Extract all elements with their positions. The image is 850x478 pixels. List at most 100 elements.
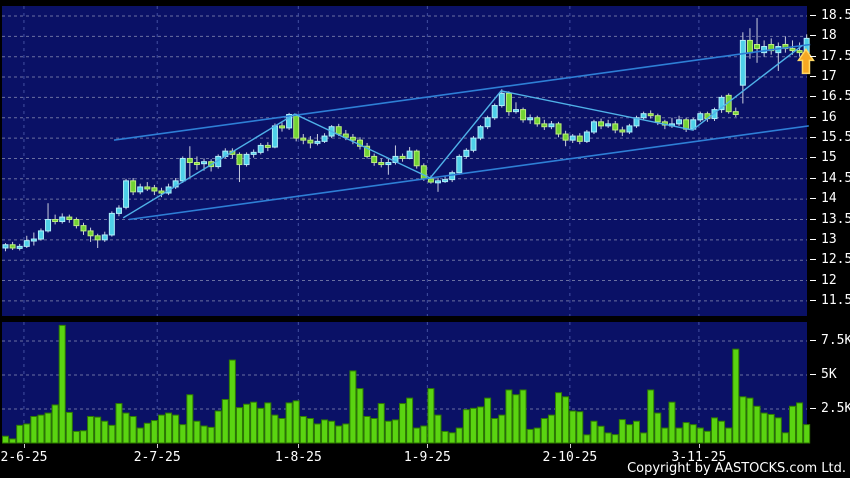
volume-bar: [576, 411, 584, 444]
volume-bar: [72, 430, 80, 444]
candle-up: [16, 245, 23, 249]
candle-down: [619, 129, 626, 133]
candlestick-chart: [2, 6, 815, 316]
axis-tick-mark: [810, 116, 816, 118]
price-pane: [2, 6, 815, 316]
volume-bar: [214, 410, 222, 444]
date-tick-label: 1-9-25: [403, 450, 451, 465]
candle-up: [676, 119, 683, 125]
candle-up: [491, 105, 498, 119]
volume-bar: [335, 425, 343, 444]
candle-up: [30, 238, 37, 242]
candle-up: [314, 140, 321, 144]
candle-up: [527, 117, 534, 121]
axis-tick-mark: [810, 157, 816, 159]
candle-up: [640, 113, 647, 119]
candle-up: [718, 96, 725, 111]
volume-bar: [193, 420, 201, 444]
lower-channel-trendline: [128, 125, 809, 221]
candle-up: [59, 216, 66, 223]
candle-up: [590, 121, 597, 133]
volume-bar: [533, 427, 541, 444]
candle-down: [342, 133, 349, 138]
candle-down: [130, 180, 137, 193]
volume-bar: [569, 410, 577, 444]
volume-bar: [157, 414, 165, 444]
axis-tick-mark: [810, 96, 816, 98]
volume-bar: [101, 420, 109, 444]
price-tick-label: 16.5: [810, 89, 850, 104]
volume-bar: [228, 359, 236, 444]
volume-bar: [725, 427, 733, 444]
volume-bar: [434, 414, 442, 444]
volume-bar: [399, 403, 407, 444]
volume-bar: [179, 424, 187, 444]
volume-bar: [746, 397, 754, 444]
candle-down: [541, 123, 548, 128]
volume-bar: [363, 415, 371, 444]
axis-tick-mark: [810, 76, 816, 78]
volume-bar: [94, 416, 102, 444]
volume-bar: [406, 397, 414, 444]
volume-bar: [278, 418, 286, 444]
volume-tick-label: 7.5K: [810, 333, 850, 348]
volume-bar: [689, 424, 697, 444]
candle-down: [534, 117, 541, 125]
volume-bar: [235, 407, 243, 444]
volume-bar: [555, 392, 563, 444]
volume-bar: [484, 397, 492, 444]
volume-bar: [703, 430, 711, 444]
candle-up: [470, 137, 477, 151]
candle-up: [434, 180, 441, 184]
volume-bar: [682, 422, 690, 444]
volume-chart: [2, 322, 811, 444]
volume-bar: [2, 435, 9, 444]
volume-bar: [462, 409, 470, 444]
volume-bar: [136, 427, 144, 444]
volume-bar: [718, 420, 726, 444]
volume-bar: [250, 401, 258, 444]
candle-up: [179, 157, 186, 182]
candle-down: [654, 115, 661, 123]
volume-bar: [328, 420, 336, 444]
volume-bar: [9, 438, 17, 444]
volume-bar: [16, 424, 24, 444]
date-tick-label: 2-6-25: [0, 450, 48, 465]
candle-up: [201, 161, 208, 165]
candle-down: [151, 187, 158, 192]
price-tick-label: 18: [810, 28, 837, 43]
candle-up: [45, 219, 52, 232]
candle-down: [399, 155, 406, 159]
candle-up: [484, 117, 491, 128]
volume-bar: [243, 403, 251, 444]
axis-tick-mark: [810, 35, 816, 37]
date-tick-mark: [427, 444, 429, 448]
volume-bar: [349, 370, 357, 444]
candle-down: [307, 139, 314, 144]
volume-bar: [774, 417, 782, 444]
volume-bar: [264, 402, 272, 444]
volume-bar: [122, 412, 130, 444]
candle-up: [633, 117, 640, 127]
candle-down: [420, 165, 427, 180]
volume-bar: [767, 413, 775, 444]
price-tick-label: 11.5: [810, 293, 850, 308]
volume-bar: [30, 415, 38, 444]
candle-up: [137, 186, 144, 193]
volume-bar: [313, 423, 321, 444]
date-tick-mark: [23, 444, 25, 448]
candle-down: [520, 109, 527, 121]
volume-bar: [519, 389, 527, 444]
volume-bar: [115, 403, 123, 444]
candle-down: [364, 145, 371, 157]
candle-down: [80, 225, 87, 232]
candle-down: [335, 126, 342, 135]
price-tick-label: 16: [810, 110, 837, 125]
volume-bar: [633, 420, 641, 444]
candle-up: [739, 39, 746, 86]
volume-bar: [618, 419, 626, 444]
candle-down: [264, 144, 271, 148]
volume-bar: [420, 425, 428, 444]
volume-bar: [803, 424, 811, 444]
